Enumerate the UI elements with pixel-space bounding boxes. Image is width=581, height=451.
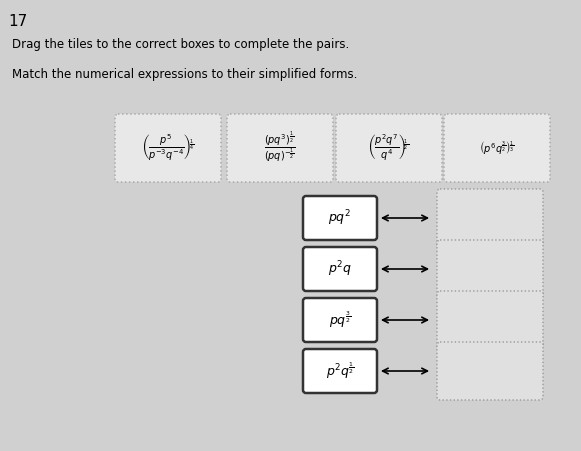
FancyBboxPatch shape	[303, 196, 377, 240]
Text: $pq^{\frac{3}{2}}$: $pq^{\frac{3}{2}}$	[329, 310, 351, 330]
FancyBboxPatch shape	[437, 342, 543, 400]
FancyBboxPatch shape	[303, 349, 377, 393]
FancyBboxPatch shape	[115, 114, 221, 182]
FancyBboxPatch shape	[336, 114, 442, 182]
Text: $\left(\dfrac{p^2q^7}{q^4}\right)^{\!\frac{1}{2}}$: $\left(\dfrac{p^2q^7}{q^4}\right)^{\!\fr…	[368, 133, 410, 163]
Text: $pq^2$: $pq^2$	[328, 208, 352, 228]
FancyBboxPatch shape	[437, 291, 543, 349]
Text: Match the numerical expressions to their simplified forms.: Match the numerical expressions to their…	[12, 68, 357, 81]
FancyBboxPatch shape	[227, 114, 333, 182]
Text: Drag the tiles to the correct boxes to complete the pairs.: Drag the tiles to the correct boxes to c…	[12, 38, 349, 51]
Text: $\dfrac{(pq^3)^{\frac{1}{2}}}{(pq)^{-\frac{1}{2}}}$: $\dfrac{(pq^3)^{\frac{1}{2}}}{(pq)^{-\fr…	[264, 131, 296, 165]
FancyBboxPatch shape	[437, 240, 543, 298]
FancyBboxPatch shape	[444, 114, 550, 182]
FancyBboxPatch shape	[303, 298, 377, 342]
Text: $\left(p^6q^{\frac{3}{2}}\right)^{\!\frac{1}{3}}$: $\left(p^6q^{\frac{3}{2}}\right)^{\!\fra…	[479, 139, 515, 157]
FancyBboxPatch shape	[303, 247, 377, 291]
Text: $p^2q^{\frac{1}{2}}$: $p^2q^{\frac{1}{2}}$	[325, 361, 354, 381]
Text: $p^2q$: $p^2q$	[328, 259, 352, 279]
Text: $\left(\dfrac{p^5}{p^{-3}q^{-4}}\right)^{\!\frac{1}{4}}$: $\left(\dfrac{p^5}{p^{-3}q^{-4}}\right)^…	[142, 133, 194, 163]
FancyBboxPatch shape	[437, 189, 543, 247]
Text: 17: 17	[8, 14, 27, 29]
